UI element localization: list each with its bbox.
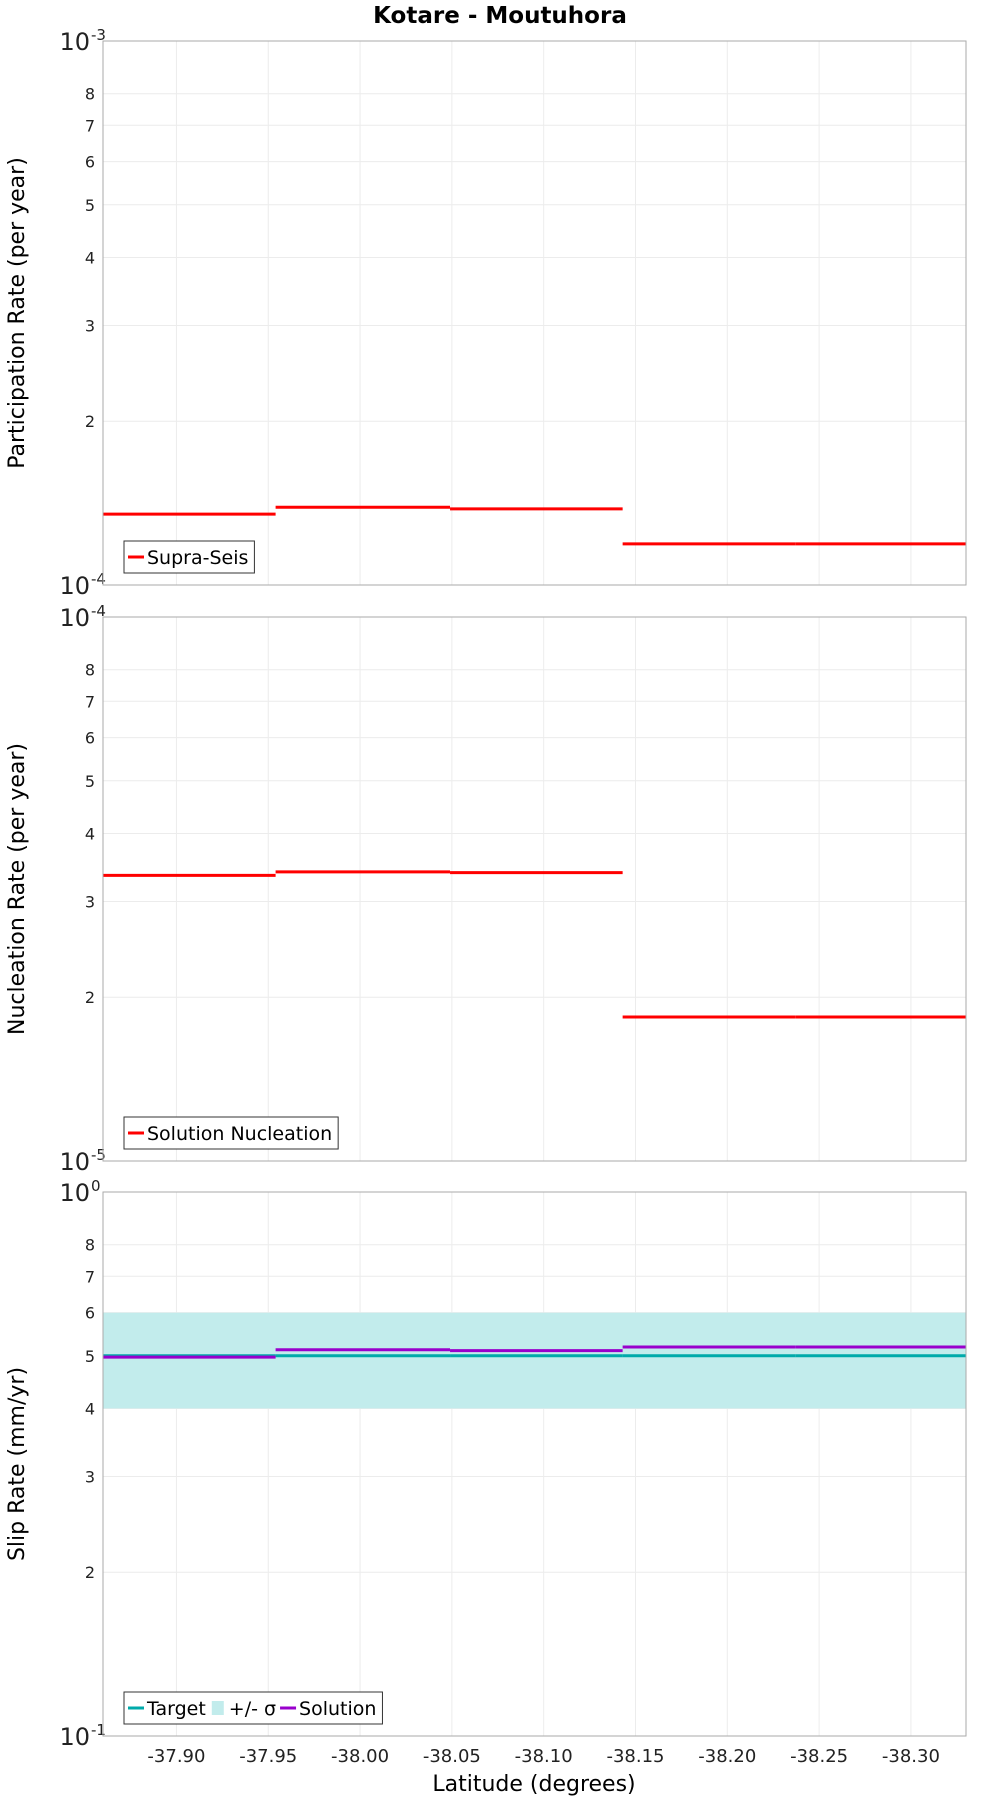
x-axis-label: Latitude (degrees) [432, 1772, 635, 1797]
chart-title: Kotare - Moutuhora [373, 3, 627, 29]
y-tick-label: 2 [85, 1563, 95, 1582]
y-decade-exponent: -4 [91, 602, 106, 620]
y-decade-exponent: -1 [91, 1721, 106, 1739]
plot-area [103, 1192, 966, 1736]
y-tick-label: 4 [85, 248, 95, 267]
x-tick-label: -38.10 [515, 1746, 573, 1767]
y-tick-label: 5 [85, 772, 95, 791]
y-tick-label: 3 [85, 892, 95, 911]
x-tick-label: -38.00 [331, 1746, 389, 1767]
series-solution [103, 1345, 966, 1359]
legend-label: Supra-Seis [147, 547, 248, 569]
legend: Target +/- σ Solution [123, 1691, 383, 1725]
legend-label: +/- σ [229, 1698, 276, 1720]
y-decade-label: 10 [59, 28, 90, 56]
y-tick-label: 7 [85, 692, 95, 711]
y-tick-label: 4 [85, 824, 95, 843]
y-tick-label: 5 [85, 1347, 95, 1366]
y-tick-label: 4 [85, 1399, 95, 1418]
y-axis-label: Participation Rate (per year) [5, 157, 30, 469]
y-decade-label: 10 [59, 604, 90, 632]
y-tick-label: 7 [85, 116, 95, 135]
y-decade-exponent: -5 [91, 1146, 106, 1164]
y-tick-label: 6 [85, 729, 95, 748]
x-tick-label: -38.15 [606, 1746, 664, 1767]
y-tick-label: 5 [85, 196, 95, 215]
legend-label: Target [146, 1698, 206, 1720]
legend: Solution Nucleation [123, 1116, 339, 1150]
y-axis-label: Nucleation Rate (per year) [5, 743, 30, 1035]
y-decade-exponent: -3 [91, 26, 106, 44]
x-axis: -37.90 -37.95 -38.00 -38.05 -38.10 -38.15 -38.… [147, 1746, 939, 1767]
y-decade-exponent: 0 [91, 1177, 101, 1195]
plot-frame [102, 616, 967, 1162]
legend-label: Solution [299, 1698, 376, 1720]
plot-area [103, 41, 966, 585]
y-decade-label: 10 [59, 1723, 90, 1751]
y-decade-exponent: -4 [91, 570, 106, 588]
y-tick-label: 8 [85, 85, 95, 104]
y-tick-label: 8 [85, 1236, 95, 1255]
legend-box [123, 1691, 383, 1725]
legend-swatch [211, 1701, 224, 1715]
y-decade-label: 10 [59, 1148, 90, 1176]
legend-box [123, 540, 255, 574]
legend-box [123, 1116, 339, 1150]
y-tick-label: 6 [85, 153, 95, 172]
plot-frame [102, 1191, 967, 1737]
plot-frame [102, 40, 967, 586]
plot-area [103, 617, 966, 1161]
y-tick-label: 2 [85, 988, 95, 1007]
y-tick-label: 2 [85, 412, 95, 431]
y-tick-label: 3 [85, 316, 95, 335]
x-tick-label: -38.20 [698, 1746, 756, 1767]
y-axis-label: Slip Rate (mm/yr) [5, 1367, 30, 1561]
y-tick-label: 7 [85, 1267, 95, 1286]
x-tick-label: -38.25 [790, 1746, 848, 1767]
legend: Supra-Seis [123, 540, 255, 574]
legend-label: Solution Nucleation [147, 1123, 332, 1145]
sigma-band [103, 1312, 966, 1409]
x-tick-label: -38.30 [882, 1746, 940, 1767]
y-tick-label: 3 [85, 1467, 95, 1486]
y-decade-label: 10 [59, 572, 90, 600]
series-supra-seis [103, 505, 966, 546]
series-solution-nucleation [103, 870, 966, 1019]
x-tick-label: -37.95 [239, 1746, 297, 1767]
x-tick-label: -38.05 [423, 1746, 481, 1767]
y-decade-label: 10 [59, 1179, 90, 1207]
y-tick-label: 8 [85, 661, 95, 680]
y-tick-label: 6 [85, 1304, 95, 1323]
x-tick-label: -37.90 [147, 1746, 205, 1767]
